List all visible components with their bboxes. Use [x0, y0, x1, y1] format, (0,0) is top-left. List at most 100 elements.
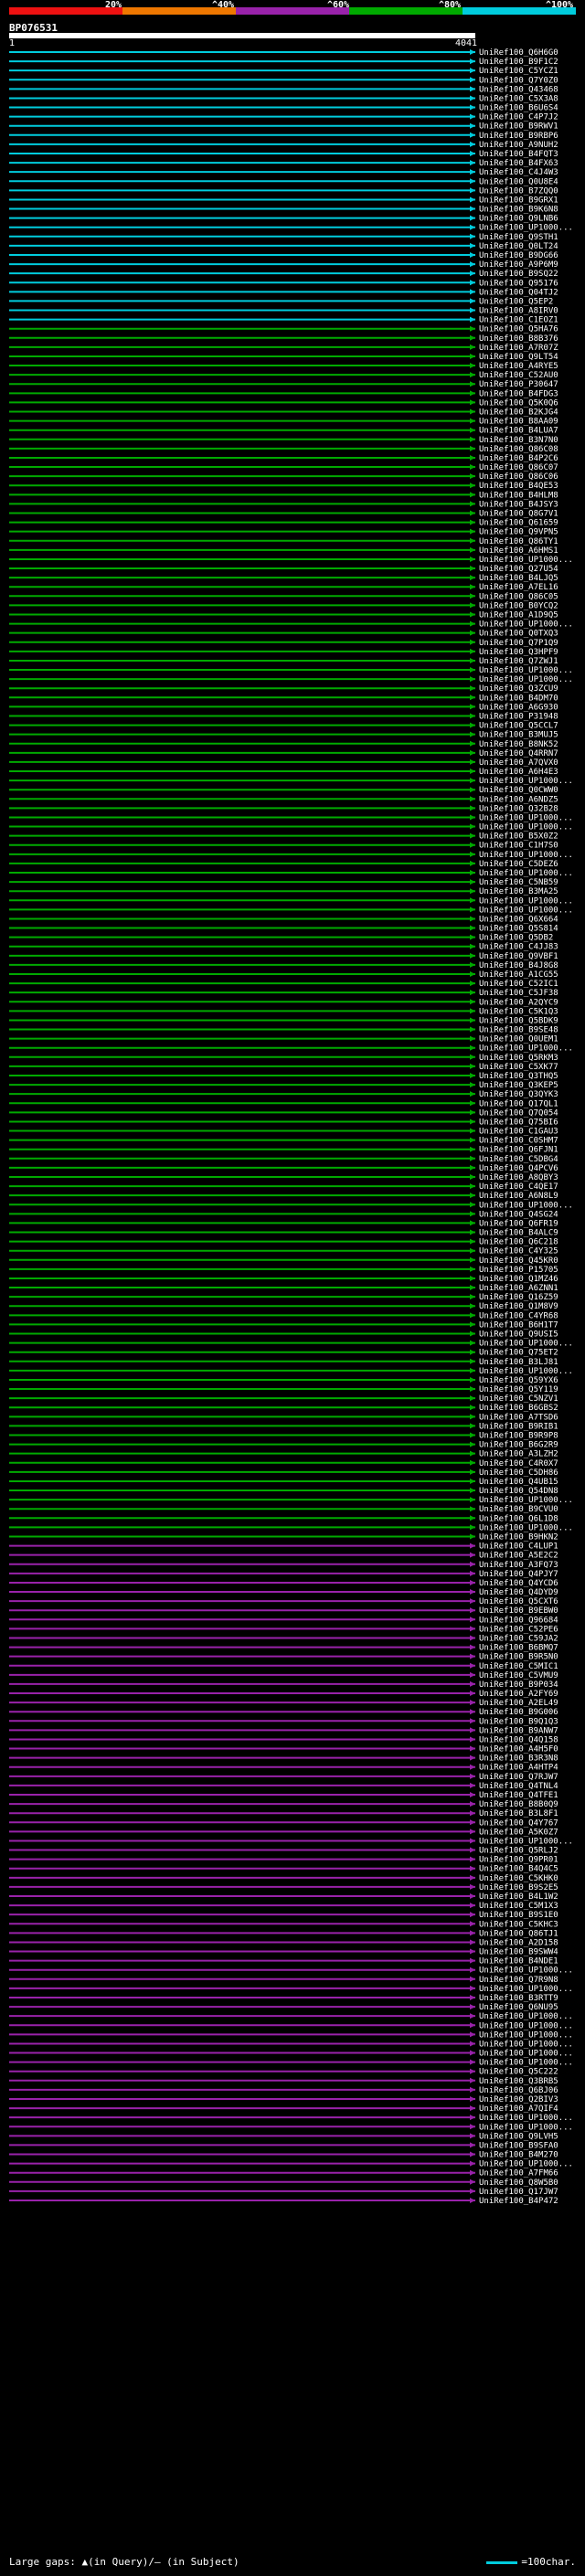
hit-label[interactable]: UniRef100_Q9STH1: [479, 233, 558, 242]
hit-label[interactable]: UniRef100_Q9LNB6: [479, 215, 558, 224]
hit-label[interactable]: UniRef100_A4HTP4: [479, 1764, 558, 1773]
hit-label[interactable]: UniRef100_Q7Q054: [479, 1108, 558, 1118]
hit-label[interactable]: UniRef100_B4J8G8: [479, 961, 558, 970]
hit-label[interactable]: UniRef100_Q6C218: [479, 1238, 558, 1247]
hit-label[interactable]: UniRef100_B9SE48: [479, 1026, 558, 1035]
hit-label[interactable]: UniRef100_UP1000...: [479, 556, 573, 565]
hit-label[interactable]: UniRef100_A8IRV0: [479, 307, 558, 316]
hit-label[interactable]: UniRef100_A6NDZ5: [479, 795, 558, 804]
hit-label[interactable]: UniRef100_Q5RLJ2: [479, 1847, 558, 1856]
hit-label[interactable]: UniRef100_P30647: [479, 380, 558, 389]
hit-label[interactable]: UniRef100_B3MA25: [479, 887, 558, 896]
hit-label[interactable]: UniRef100_B9SQ22: [479, 270, 558, 279]
hit-label[interactable]: UniRef100_UP1000...: [479, 906, 573, 915]
hit-label[interactable]: UniRef100_Q75BI6: [479, 1118, 558, 1127]
hit-label[interactable]: UniRef100_Q04TJ2: [479, 288, 558, 297]
hit-label[interactable]: UniRef100_Q17JW7: [479, 2188, 558, 2197]
hit-label[interactable]: UniRef100_B9SFA0: [479, 2141, 558, 2150]
hit-label[interactable]: UniRef100_B9S1E0: [479, 1911, 558, 1920]
hit-label[interactable]: UniRef100_UP1000...: [479, 2123, 573, 2132]
hit-label[interactable]: UniRef100_C0SHM7: [479, 1137, 558, 1146]
hit-label[interactable]: UniRef100_Q4Y767: [479, 1818, 558, 1828]
hit-label[interactable]: UniRef100_B9EBW0: [479, 1606, 558, 1616]
hit-label[interactable]: UniRef100_B9DG66: [479, 251, 558, 260]
hit-label[interactable]: UniRef100_Q27U54: [479, 565, 558, 574]
hit-label[interactable]: UniRef100_B9R5N0: [479, 1653, 558, 1662]
hit-label[interactable]: UniRef100_B4P472: [479, 2197, 558, 2206]
hit-label[interactable]: UniRef100_B9R9P8: [479, 1432, 558, 1441]
hit-label[interactable]: UniRef100_UP1000...: [479, 2021, 573, 2030]
hit-label[interactable]: UniRef100_A4RYE5: [479, 362, 558, 371]
hit-label[interactable]: UniRef100_UP1000...: [479, 896, 573, 906]
hit-label[interactable]: UniRef100_Q6BJ06: [479, 2086, 558, 2095]
hit-label[interactable]: UniRef100_Q5HA76: [479, 325, 558, 334]
hit-label[interactable]: UniRef100_Q5DB2: [479, 934, 553, 943]
hit-label[interactable]: UniRef100_Q0CWW0: [479, 786, 558, 795]
hit-label[interactable]: UniRef100_B4LJQ5: [479, 574, 558, 583]
hit-label[interactable]: UniRef100_A6ZNN1: [479, 1284, 558, 1293]
hit-label[interactable]: UniRef100_C5NZV1: [479, 1394, 558, 1404]
hit-label[interactable]: UniRef100_C5JF38: [479, 989, 558, 998]
hit-label[interactable]: UniRef100_B9G006: [479, 1708, 558, 1717]
hit-label[interactable]: UniRef100_P15705: [479, 1266, 558, 1275]
hit-label[interactable]: UniRef100_Q9LT54: [479, 353, 558, 362]
hit-label[interactable]: UniRef100_UP1000...: [479, 1367, 573, 1376]
hit-label[interactable]: UniRef100_UP1000...: [479, 823, 573, 832]
hit-label[interactable]: UniRef100_Q3ZCU9: [479, 684, 558, 694]
hit-label[interactable]: UniRef100_Q0TXQ3: [479, 630, 558, 639]
hit-label[interactable]: UniRef100_UP1000...: [479, 2160, 573, 2169]
hit-label[interactable]: UniRef100_Q4TFE1: [479, 1791, 558, 1800]
hit-label[interactable]: UniRef100_UP1000...: [479, 2050, 573, 2059]
hit-label[interactable]: UniRef100_Q5CCL7: [479, 722, 558, 731]
hit-label[interactable]: UniRef100_B4Q4C5: [479, 1865, 558, 1874]
hit-label[interactable]: UniRef100_UP1000...: [479, 2040, 573, 2049]
hit-label[interactable]: UniRef100_Q86C07: [479, 463, 558, 472]
hit-label[interactable]: UniRef100_Q32B28: [479, 804, 558, 813]
hit-label[interactable]: UniRef100_C4J4W3: [479, 168, 558, 177]
hit-label[interactable]: UniRef100_B4QE53: [479, 482, 558, 491]
hit-label[interactable]: UniRef100_A4H5F0: [479, 1745, 558, 1754]
hit-label[interactable]: UniRef100_Q3QYK3: [479, 1090, 558, 1099]
hit-label[interactable]: UniRef100_A2FY69: [479, 1690, 558, 1699]
hit-label[interactable]: UniRef100_Q6FR19: [479, 1219, 558, 1228]
hit-label[interactable]: UniRef100_Q86C08: [479, 445, 558, 454]
hit-label[interactable]: UniRef100_C4R0X7: [479, 1459, 558, 1468]
hit-label[interactable]: UniRef100_UP1000...: [479, 1340, 573, 1349]
hit-label[interactable]: UniRef100_Q5EP2: [479, 297, 553, 306]
hit-label[interactable]: UniRef100_A9NUH2: [479, 141, 558, 150]
hit-label[interactable]: UniRef100_Q4TNL4: [479, 1782, 558, 1791]
hit-label[interactable]: UniRef100_B4DM70: [479, 694, 558, 703]
hit-label[interactable]: UniRef100_Q6L1D8: [479, 1514, 558, 1523]
hit-label[interactable]: UniRef100_Q5C222: [479, 2068, 558, 2077]
hit-label[interactable]: UniRef100_UP1000...: [479, 2030, 573, 2040]
hit-label[interactable]: UniRef100_A7EL16: [479, 583, 558, 592]
hit-label[interactable]: UniRef100_Q9VPN5: [479, 528, 558, 537]
hit-label[interactable]: UniRef100_Q86TY1: [479, 537, 558, 546]
hit-label[interactable]: UniRef100_A7R07Z: [479, 344, 558, 353]
hit-label[interactable]: UniRef100_C59JA2: [479, 1634, 558, 1643]
hit-label[interactable]: UniRef100_UP1000...: [479, 1837, 573, 1846]
hit-label[interactable]: UniRef100_C5DH86: [479, 1468, 558, 1478]
hit-label[interactable]: UniRef100_B3RTT9: [479, 1994, 558, 2003]
hit-label[interactable]: UniRef100_B9F1C2: [479, 58, 558, 67]
hit-label[interactable]: UniRef100_B3R3N8: [479, 1754, 558, 1764]
hit-label[interactable]: UniRef100_A3LZH2: [479, 1450, 558, 1459]
hit-label[interactable]: UniRef100_A7FM66: [479, 2169, 558, 2178]
hit-label[interactable]: UniRef100_B4M270: [479, 2151, 558, 2160]
hit-label[interactable]: UniRef100_B4FX63: [479, 159, 558, 168]
hit-label[interactable]: UniRef100_UP1000...: [479, 1966, 573, 1976]
hit-label[interactable]: UniRef100_C4QE17: [479, 1182, 558, 1192]
hit-label[interactable]: UniRef100_C5KHC3: [479, 1920, 558, 1929]
hit-label[interactable]: UniRef100_B9HKN2: [479, 1532, 558, 1542]
hit-label[interactable]: UniRef100_B6U6S4: [479, 104, 558, 113]
hit-label[interactable]: UniRef100_Q5BDK9: [479, 1016, 558, 1025]
hit-label[interactable]: UniRef100_Q16Z59: [479, 1293, 558, 1302]
hit-label[interactable]: UniRef100_B6GBS2: [479, 1404, 558, 1413]
hit-label[interactable]: UniRef100_Q0LT24: [479, 242, 558, 251]
hit-label[interactable]: UniRef100_B0YCQ2: [479, 601, 558, 610]
hit-label[interactable]: UniRef100_Q5Y119: [479, 1385, 558, 1394]
hit-label[interactable]: UniRef100_Q2BIV3: [479, 2095, 558, 2104]
hit-label[interactable]: UniRef100_C5DEZ6: [479, 860, 558, 869]
hit-label[interactable]: UniRef100_Q9VBF1: [479, 952, 558, 961]
hit-label[interactable]: UniRef100_Q7R9N8: [479, 1976, 558, 1985]
